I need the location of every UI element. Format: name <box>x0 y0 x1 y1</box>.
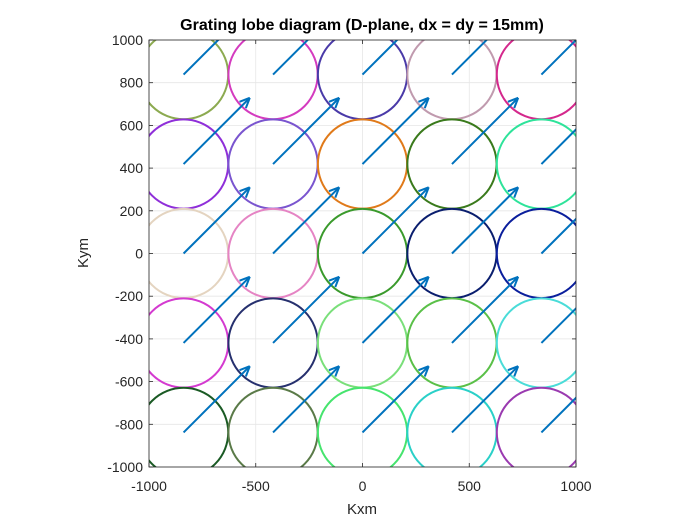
scan-arrow-r0-c2 <box>361 40 399 76</box>
scan-arrow-r0-c4 <box>540 40 576 76</box>
scan-arrow-r3-c1 <box>272 275 341 344</box>
scan-arrow-r1-c4 <box>540 128 576 165</box>
x-tick-label-2: 0 <box>359 478 367 494</box>
scan-arrow-r3-c4 <box>540 306 576 344</box>
scan-arrow-r2-c3 <box>451 186 520 255</box>
chart-title: Grating lobe diagram (D-plane, dx = dy =… <box>180 17 544 34</box>
y-tick-label-1: -800 <box>115 416 143 432</box>
y-tick-label-4: -200 <box>115 288 143 304</box>
lobe-circle-r4-c4 <box>495 386 576 467</box>
scan-arrow-r1-c2 <box>361 96 430 165</box>
y-tick-label-6: 200 <box>120 203 144 219</box>
scan-arrow-r1-c1 <box>272 96 341 165</box>
scan-arrow-r2-c0 <box>182 186 251 255</box>
scan-arrow-r1-c0 <box>182 96 251 165</box>
y-tick-label-9: 800 <box>120 75 144 91</box>
x-tick-label-0: -1000 <box>131 478 167 494</box>
scan-arrow-r4-c1 <box>272 365 341 434</box>
scan-arrow-r3-c2 <box>361 275 430 344</box>
scan-arrow-r2-c2 <box>361 186 430 255</box>
y-tick-label-0: -1000 <box>107 459 143 475</box>
scan-arrow-r3-c3 <box>451 275 520 344</box>
scan-arrow-r0-c3 <box>451 40 488 76</box>
scan-arrow-r3-c0 <box>182 275 251 344</box>
y-tick-label-10: 1000 <box>112 32 143 48</box>
scan-arrow-r1-c3 <box>451 96 520 165</box>
x-tick-label-3: 500 <box>458 478 482 494</box>
x-tick-label-4: 1000 <box>560 478 591 494</box>
scan-arrow-r4-c4 <box>540 396 576 434</box>
scan-arrow-r2-c1 <box>272 186 341 255</box>
scan-arrow-r4-c0 <box>182 365 251 434</box>
y-tick-label-3: -400 <box>115 331 143 347</box>
y-tick-label-8: 600 <box>120 117 144 133</box>
scan-arrow-r2-c4 <box>540 217 576 255</box>
x-axis-label: Kxm <box>347 501 377 518</box>
y-tick-label-2: -600 <box>115 374 143 390</box>
y-axis-label: Kym <box>75 238 92 268</box>
scan-arrow-r4-c3 <box>451 365 520 434</box>
y-tick-label-5: 0 <box>135 246 143 262</box>
y-tick-label-7: 400 <box>120 160 144 176</box>
scan-arrows <box>182 40 576 434</box>
scan-arrow-r0-c1 <box>272 40 310 76</box>
scan-arrow-r4-c2 <box>361 365 430 434</box>
scan-arrow-r0-c0 <box>182 40 220 76</box>
x-tick-label-1: -500 <box>242 478 270 494</box>
lobe-circles <box>149 40 576 467</box>
axis-ticks: -1000 -500 0 500 1000 -1000 -800 -600 -400 -200 0 2… <box>107 32 592 494</box>
